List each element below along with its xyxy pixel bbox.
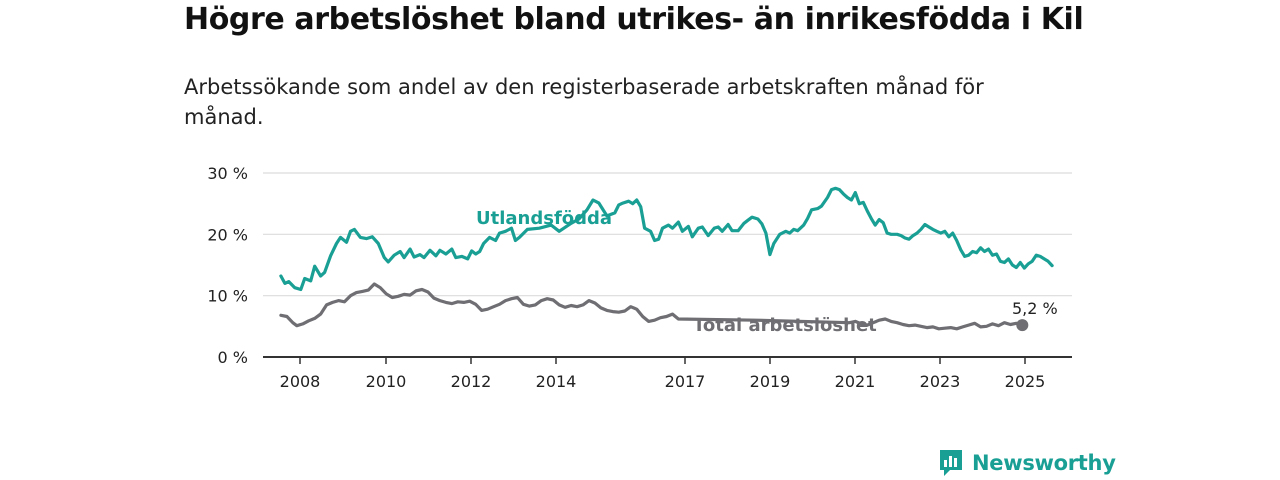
y-tick-label: 20 % <box>207 225 248 244</box>
x-tick-label: 2017 <box>665 372 706 391</box>
x-tick-label: 2014 <box>536 372 577 391</box>
x-tick-label: 2008 <box>280 372 321 391</box>
x-tick-label: 2021 <box>835 372 876 391</box>
newsworthy-logo-icon <box>940 450 962 476</box>
series-lines <box>279 186 1054 331</box>
y-tick-label: 30 % <box>207 164 248 183</box>
chart-subtitle: Arbetssökande som andel av den registerb… <box>184 75 984 129</box>
series-line-utlandsfodda <box>279 186 1054 292</box>
brand-name: Newsworthy <box>972 451 1116 475</box>
end-point-marker <box>1016 319 1029 332</box>
x-tick-label: 2023 <box>920 372 961 391</box>
x-tick-label: 2019 <box>750 372 791 391</box>
series-line-total <box>279 282 1024 331</box>
line-chart: 0 % 10 % 20 % 30 % 2008 2010 2012 2014 2017 2019… <box>207 164 1072 391</box>
y-axis-ticks: 0 % 10 % 20 % 30 % <box>207 164 248 367</box>
x-tick-label: 2010 <box>366 372 407 391</box>
y-tick-label: 10 % <box>207 287 248 306</box>
end-value-label: 5,2 % <box>1012 299 1058 318</box>
y-tick-label: 0 % <box>218 348 248 367</box>
series-label-utlandsfodda: Utlandsfödda <box>476 208 612 229</box>
chart-title: Högre arbetslöshet bland utrikes- än inr… <box>184 2 1084 37</box>
x-tick-label: 2012 <box>451 372 492 391</box>
newsworthy-brand: Newsworthy <box>938 448 1116 478</box>
x-axis-ticks: 2008 2010 2012 2014 2017 2019 2021 2023 2025 <box>263 356 1072 391</box>
series-label-total: Total arbetslöshet <box>693 315 877 336</box>
series-labels: Utlandsfödda Total arbetslöshet 5,2 % <box>476 208 1058 336</box>
x-tick-label: 2025 <box>1005 372 1046 391</box>
